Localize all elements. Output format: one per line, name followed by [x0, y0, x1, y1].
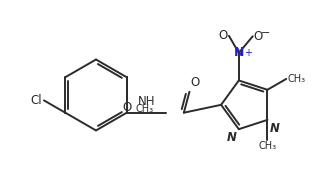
- Text: N: N: [227, 131, 237, 144]
- Text: +: +: [244, 48, 252, 58]
- Text: O: O: [254, 30, 263, 43]
- Text: O: O: [219, 29, 228, 42]
- Text: NH: NH: [138, 95, 155, 108]
- Text: CH₃: CH₃: [258, 141, 277, 150]
- Text: O: O: [190, 76, 200, 89]
- Text: N: N: [234, 46, 244, 59]
- Text: CH₃: CH₃: [287, 74, 305, 84]
- Text: N: N: [269, 122, 279, 135]
- Text: CH₃: CH₃: [136, 104, 154, 114]
- Text: −: −: [261, 28, 270, 38]
- Text: Cl: Cl: [30, 94, 42, 107]
- Text: O: O: [122, 101, 131, 114]
